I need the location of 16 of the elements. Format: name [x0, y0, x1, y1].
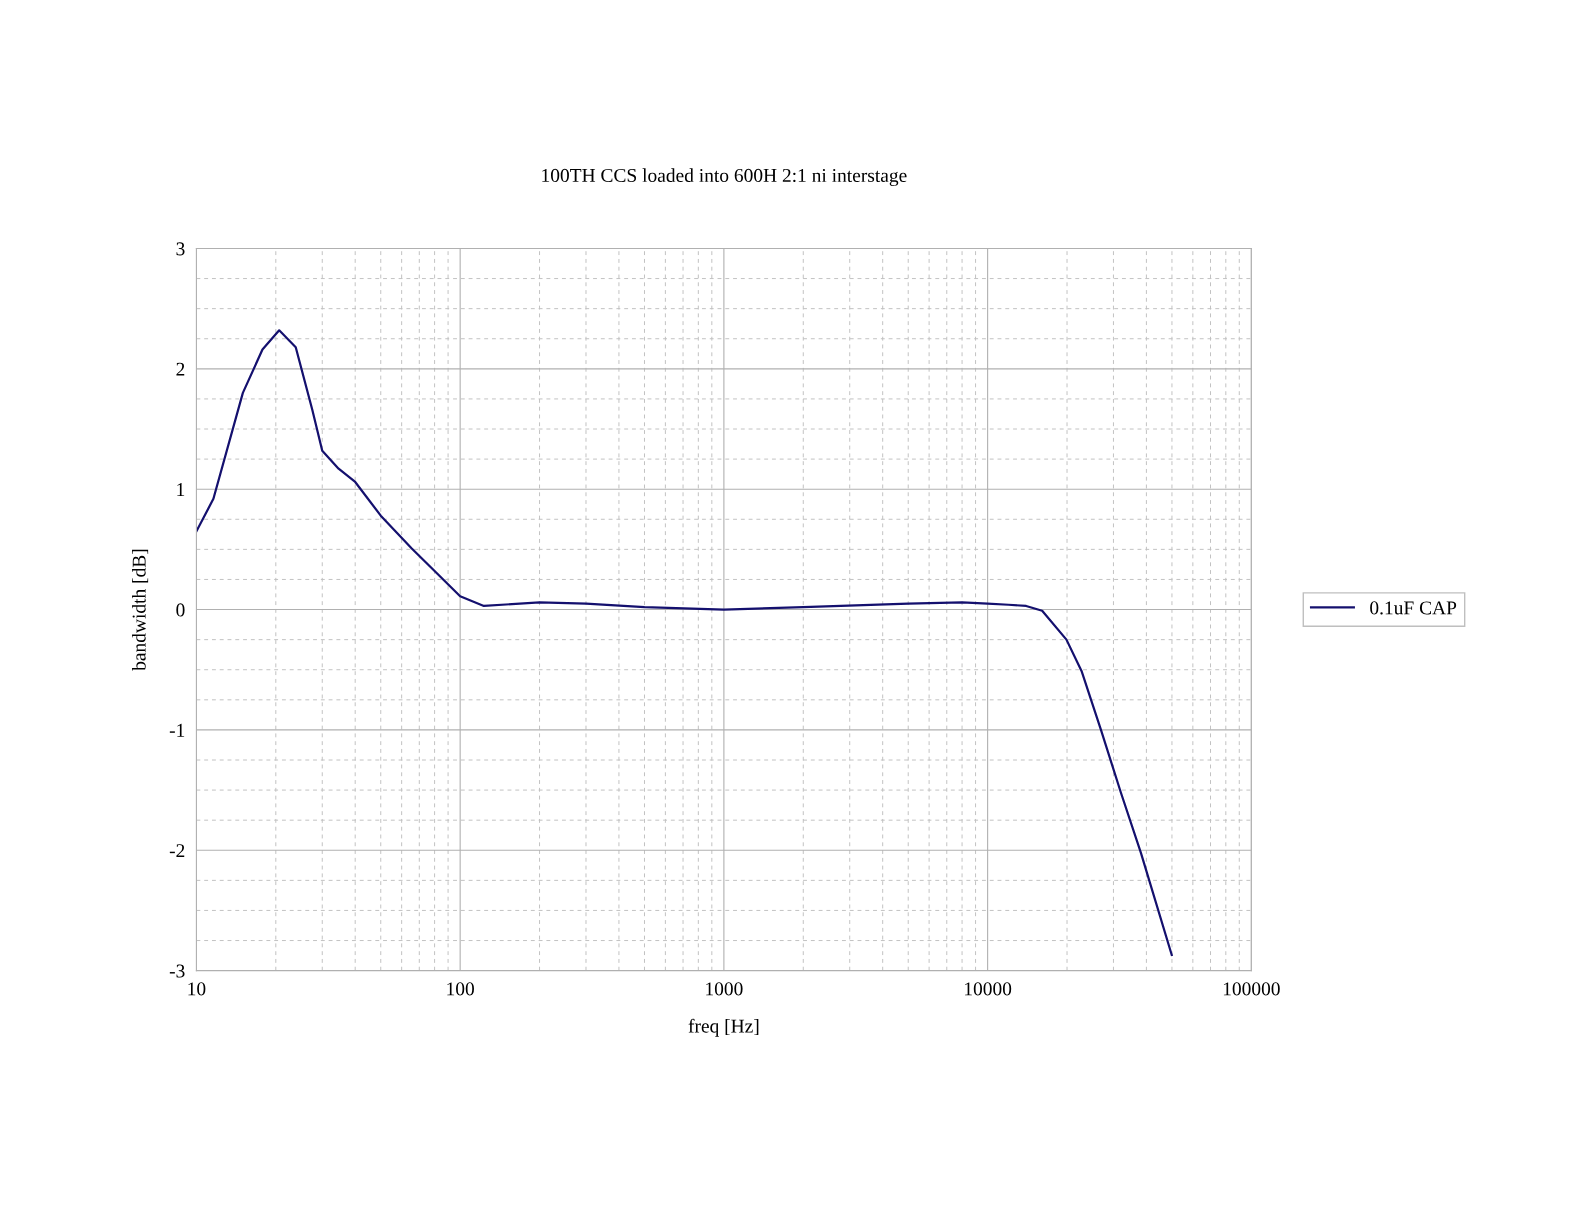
x-tick-label: 1000 [706, 982, 743, 996]
y-tick-label: -1 [169, 723, 185, 737]
y-tick-label: -3 [169, 964, 185, 978]
y-tick-label: 1 [177, 483, 185, 496]
y-tick-label: 0 [176, 603, 185, 617]
y-tick-label: 2 [176, 362, 185, 376]
x-tick-label: 10 [188, 982, 206, 996]
chart-title: 100TH CCS loaded into 600H 2:1 ni interstage [542, 168, 907, 186]
y-tick-label: -2 [169, 844, 185, 858]
legend-label: 0.1uF CAP [1370, 601, 1457, 615]
x-tick-label: 10000 [965, 982, 1012, 996]
x-tick-label: 100 [447, 982, 474, 996]
y-axis-title: bandwidth [dB] [132, 549, 149, 671]
y-tick-label: 3 [176, 242, 185, 256]
x-tick-label: 100000 [1223, 982, 1280, 996]
x-axis-title: freq [Hz] [688, 1018, 759, 1037]
